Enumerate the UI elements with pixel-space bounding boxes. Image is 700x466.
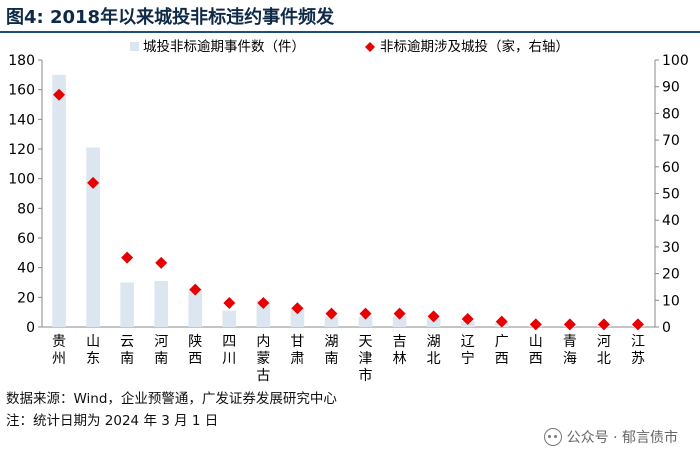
left-tick-label: 40 <box>17 261 35 277</box>
x-tick-label: 河北 <box>597 334 611 367</box>
legend-marker-label: 非标逾期涉及城投（家，右轴） <box>380 38 569 55</box>
marker-山东 <box>87 176 100 189</box>
marker-广西 <box>495 315 508 328</box>
marker-四川 <box>223 296 236 309</box>
marker-河北 <box>597 318 610 331</box>
left-tick-label: 180 <box>8 53 35 69</box>
left-tick-label: 20 <box>17 290 35 306</box>
watermark-text: 公众号 · 郁言债市 <box>566 430 678 446</box>
x-tick-label: 湖北 <box>427 334 441 367</box>
left-tick-label: 0 <box>26 320 35 336</box>
bar-天津市 <box>358 316 373 327</box>
x-tick-label: 甘肃 <box>290 334 304 367</box>
bar-河南 <box>154 281 169 327</box>
left-tick-label: 140 <box>8 112 35 128</box>
x-tick-label: 广西 <box>495 334 509 367</box>
bar-山东 <box>86 147 100 327</box>
marker-内蒙古 <box>257 296 270 309</box>
marker-河南 <box>155 256 168 269</box>
left-tick-label: 80 <box>17 201 35 217</box>
marker-湖南 <box>325 307 338 320</box>
marker-青海 <box>563 318 576 331</box>
right-tick-label: 60 <box>662 160 680 176</box>
source-note: 数据来源：Wind，企业预警通，广发证券发展研究中心 <box>6 391 337 407</box>
watermark: 公众号 · 郁言债市 <box>543 427 678 447</box>
bar-贵州 <box>52 74 66 327</box>
legend-bar-label: 城投非标逾期事件数（件） <box>143 39 305 55</box>
right-tick-label: 80 <box>662 106 680 122</box>
chart: 0 20 40 60 80 100 120 140 160 180 0 10 20 30 40 50 60 70 8… <box>8 38 689 384</box>
marker-云南 <box>121 251 134 264</box>
legend-marker-swatch <box>365 42 375 52</box>
x-tick-label: 山西 <box>529 334 543 367</box>
right-tick-label: 50 <box>662 187 680 203</box>
x-tick-label: 江苏 <box>631 334 645 367</box>
x-tick-label: 青海 <box>563 334 577 367</box>
marker-吉林 <box>393 307 406 320</box>
bar-云南 <box>120 282 134 327</box>
left-tick-label: 100 <box>8 172 35 188</box>
x-tick-label: 内蒙古 <box>256 334 270 384</box>
right-tick-label: 40 <box>662 213 680 229</box>
marker-陕西 <box>189 283 202 296</box>
bar-四川 <box>222 310 237 327</box>
marker-辽宁 <box>461 312 474 325</box>
figure-title: 图4: 2018年以来城投非标违约事件频发 <box>6 7 335 28</box>
x-tick-label: 云南 <box>120 334 134 367</box>
marker-湖北 <box>427 310 440 323</box>
right-tick-label: 100 <box>662 53 689 69</box>
x-tick-label: 天津市 <box>359 334 373 384</box>
title-rule <box>0 31 700 33</box>
x-tick-label: 山东 <box>86 334 100 367</box>
right-tick-label: 20 <box>662 267 680 283</box>
left-tick-label: 120 <box>8 142 35 158</box>
bar-甘肃 <box>290 307 305 327</box>
bar-吉林 <box>392 316 407 327</box>
right-tick-label: 70 <box>662 133 680 149</box>
bar-陕西 <box>188 288 203 327</box>
x-tick-label: 四川 <box>222 334 236 367</box>
bar-内蒙古 <box>256 300 271 327</box>
marker-山西 <box>529 318 542 331</box>
x-tick-label: 陕西 <box>188 334 202 367</box>
right-tick-label: 0 <box>662 320 671 336</box>
marker-天津市 <box>359 307 372 320</box>
x-tick-label: 河南 <box>154 334 168 367</box>
marker-甘肃 <box>291 302 304 315</box>
legend-bar-swatch <box>130 42 139 51</box>
date-note: 注：统计日期为 2024 年 3 月 1 日 <box>6 413 219 429</box>
left-tick-label: 60 <box>17 231 35 247</box>
x-tick-label: 吉林 <box>393 334 407 367</box>
left-tick-label: 160 <box>8 83 35 99</box>
x-tick-label: 贵州 <box>52 334 66 367</box>
x-tick-label: 湖南 <box>324 334 338 367</box>
marker-贵州 <box>53 88 66 101</box>
bar-湖南 <box>324 316 339 327</box>
right-tick-label: 10 <box>662 293 680 309</box>
right-tick-label: 30 <box>662 240 680 256</box>
right-tick-label: 90 <box>662 80 680 96</box>
wechat-icon <box>543 428 562 446</box>
x-tick-label: 辽宁 <box>461 334 475 367</box>
marker-江苏 <box>631 318 644 331</box>
bar-湖北 <box>426 318 441 327</box>
